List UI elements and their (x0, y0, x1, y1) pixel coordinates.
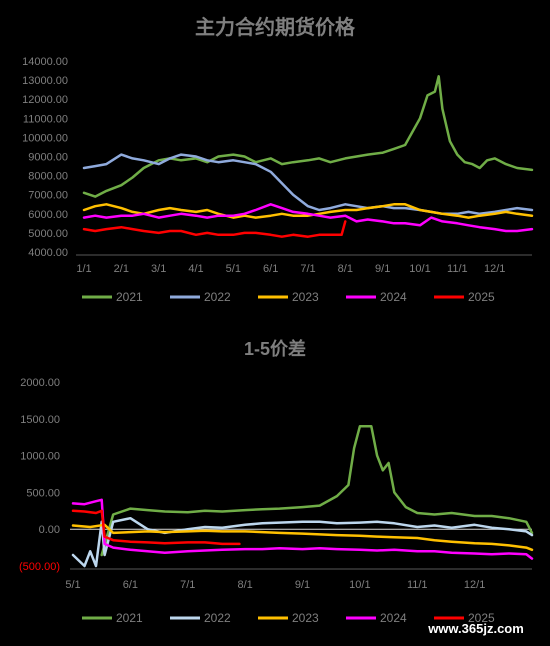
x-tick-label: 5/1 (65, 579, 80, 591)
legend-label-2023: 2023 (292, 611, 319, 625)
legend-label-2021: 2021 (116, 611, 143, 625)
chart-1: 主力合约期货价格 4000.00 5000.00 6000.00 7000.00 8000… (22, 15, 534, 304)
y-tick-label: 13000.00 (22, 75, 68, 87)
x-tick-label: 8/1 (237, 579, 252, 591)
y-tick-label: 5000.00 (28, 228, 68, 240)
x-tick-label: 10/1 (349, 579, 370, 591)
series-line-2024 (71, 498, 534, 560)
y-tick-label: 10000.00 (22, 132, 68, 144)
x-tick-label: 12/1 (464, 579, 485, 591)
series-line-2022 (82, 153, 534, 216)
series-line-2024 (82, 203, 534, 233)
x-tick-label: 10/1 (409, 263, 430, 275)
series-line-2021 (100, 424, 534, 557)
y-tick-label: 8000.00 (28, 171, 68, 183)
x-tick-label: 4/1 (188, 263, 203, 275)
x-tick-label: 6/1 (123, 579, 138, 591)
series-line-2023 (82, 203, 534, 219)
y-tick-label: 7000.00 (28, 190, 68, 202)
legend-label-2024: 2024 (380, 611, 407, 625)
y-tick-label: 14000.00 (22, 56, 68, 68)
series-line-2025 (71, 509, 241, 546)
legend-label-2021: 2021 (116, 290, 143, 304)
x-tick-label: 11/1 (447, 263, 468, 275)
x-tick-label: 11/1 (407, 579, 428, 591)
legend-label-2024: 2024 (380, 290, 407, 304)
x-tick-label: 7/1 (300, 263, 315, 275)
y-tick-label: (500.00) (19, 561, 60, 573)
y-tick-label: 1000.00 (20, 451, 60, 463)
x-tick-label: 6/1 (263, 263, 278, 275)
y-tick-label: 12000.00 (22, 94, 68, 106)
legend-label-2022: 2022 (204, 290, 231, 304)
series-line-2022 (71, 516, 534, 568)
chart-2: 1-5价差 (500.00) 0.00 500.00 1000.00 1500.00 200… (19, 338, 534, 625)
x-tick-label: 12/1 (484, 263, 505, 275)
legend-label-2022: 2022 (204, 611, 231, 625)
legend-label-2025: 2025 (468, 611, 495, 625)
chart-title: 1-5价差 (244, 338, 306, 359)
x-tick-label: 5/1 (226, 263, 241, 275)
y-tick-label: 4000.00 (28, 247, 68, 259)
x-tick-label: 9/1 (375, 263, 390, 275)
series-line-2025 (82, 220, 347, 238)
y-tick-label: 11000.00 (23, 113, 68, 125)
y-tick-label: 6000.00 (28, 209, 68, 221)
legend-label-2023: 2023 (292, 290, 319, 304)
x-tick-label: 9/1 (295, 579, 310, 591)
x-tick-label: 8/1 (338, 263, 353, 275)
y-tick-label: 2000.00 (20, 377, 60, 389)
chart-title: 主力合约期货价格 (195, 15, 356, 39)
series-line-2023 (71, 523, 534, 552)
watermark-text: www.365jz.com (427, 621, 524, 636)
y-tick-label: 0.00 (39, 524, 60, 536)
x-tick-label: 7/1 (180, 579, 195, 591)
legend-label-2025: 2025 (468, 290, 495, 304)
x-tick-label: 3/1 (151, 263, 166, 275)
x-tick-label: 1/1 (76, 263, 91, 275)
x-tick-label: 2/1 (114, 263, 129, 275)
y-tick-label: 9000.00 (28, 152, 68, 164)
y-tick-label: 1500.00 (20, 414, 60, 426)
y-tick-label: 500.00 (26, 487, 60, 499)
